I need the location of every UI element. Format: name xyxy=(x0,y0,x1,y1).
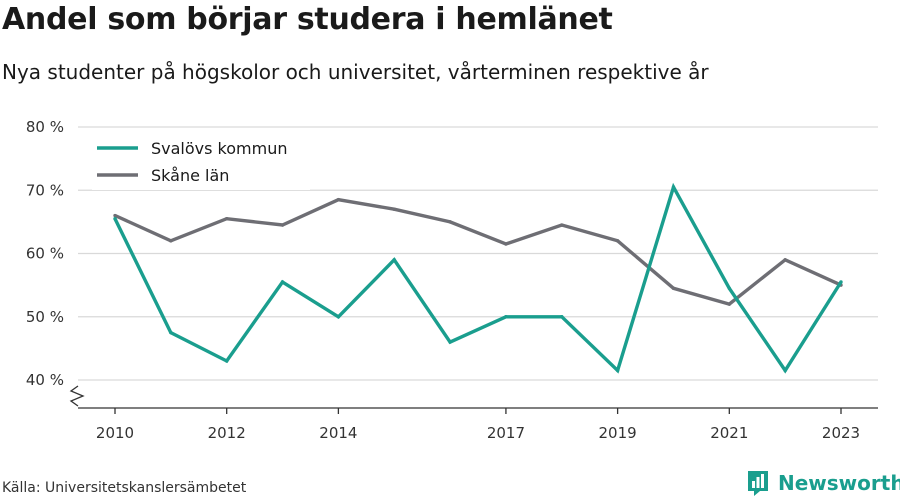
data-point xyxy=(727,302,732,306)
data-point xyxy=(169,239,173,243)
data-point xyxy=(560,223,564,227)
grid-lines xyxy=(78,126,878,381)
y-tick-label: 70 % xyxy=(26,181,64,199)
data-point xyxy=(615,368,620,373)
y-tick-label: 40 % xyxy=(26,371,64,389)
data-point xyxy=(169,330,173,335)
line-chart: 40 % 50 % 60 % 70 % 80 % 2010 2012 2014 2017 2019… xyxy=(26,118,878,442)
series-line-svalov xyxy=(113,182,843,374)
data-point xyxy=(224,359,229,363)
data-point xyxy=(113,217,117,221)
newsworthy-logo-icon xyxy=(748,471,768,496)
data-point xyxy=(671,286,676,290)
data-point xyxy=(336,315,341,319)
data-point xyxy=(280,280,285,284)
legend-background xyxy=(92,136,310,190)
axes: 40 % 50 % 60 % 70 % 80 % 2010 2012 2014 2017 2019… xyxy=(26,118,878,442)
data-point xyxy=(783,258,787,262)
legend-label: Skåne län xyxy=(151,166,229,185)
series-lines xyxy=(113,182,843,374)
chart-subtitle: Nya studenter på högskolor och universit… xyxy=(2,60,709,84)
y-tick-label: 80 % xyxy=(26,118,64,136)
data-point xyxy=(392,207,396,211)
data-point xyxy=(113,213,117,218)
data-point xyxy=(560,315,564,319)
x-tick-label: 2017 xyxy=(487,424,525,442)
data-point xyxy=(280,223,285,227)
x-tick-label: 2021 xyxy=(710,424,748,442)
data-point xyxy=(504,242,508,246)
data-point xyxy=(504,315,508,319)
data-point xyxy=(392,258,396,262)
source-note: Källa: Universitetskanslersämbetet xyxy=(2,480,247,496)
data-point xyxy=(839,280,843,284)
data-point xyxy=(727,286,732,290)
data-point xyxy=(615,239,620,243)
x-tick-label: 2014 xyxy=(319,424,357,442)
chart-title: Andel som börjar studera i hemlänet xyxy=(2,2,613,37)
x-tick-label: 2012 xyxy=(208,424,246,442)
data-point xyxy=(224,217,229,221)
legend: Svalövs kommun Skåne län xyxy=(92,136,310,190)
x-tick-label: 2023 xyxy=(822,424,860,442)
data-point xyxy=(448,340,452,344)
brand-name: Newsworthy xyxy=(778,471,900,495)
y-tick-label: 50 % xyxy=(26,308,64,326)
data-point xyxy=(783,368,787,373)
x-tick-label: 2019 xyxy=(599,424,637,442)
x-tick-label: 2010 xyxy=(96,424,134,442)
data-point xyxy=(336,198,341,202)
axis-break-mark xyxy=(69,385,85,407)
brand-logo: Newsworthy xyxy=(746,468,900,498)
series-line-skane xyxy=(114,197,842,306)
data-point xyxy=(671,185,676,189)
y-tick-label: 60 % xyxy=(26,245,64,263)
legend-label: Svalövs kommun xyxy=(151,139,288,158)
data-point xyxy=(448,220,452,224)
